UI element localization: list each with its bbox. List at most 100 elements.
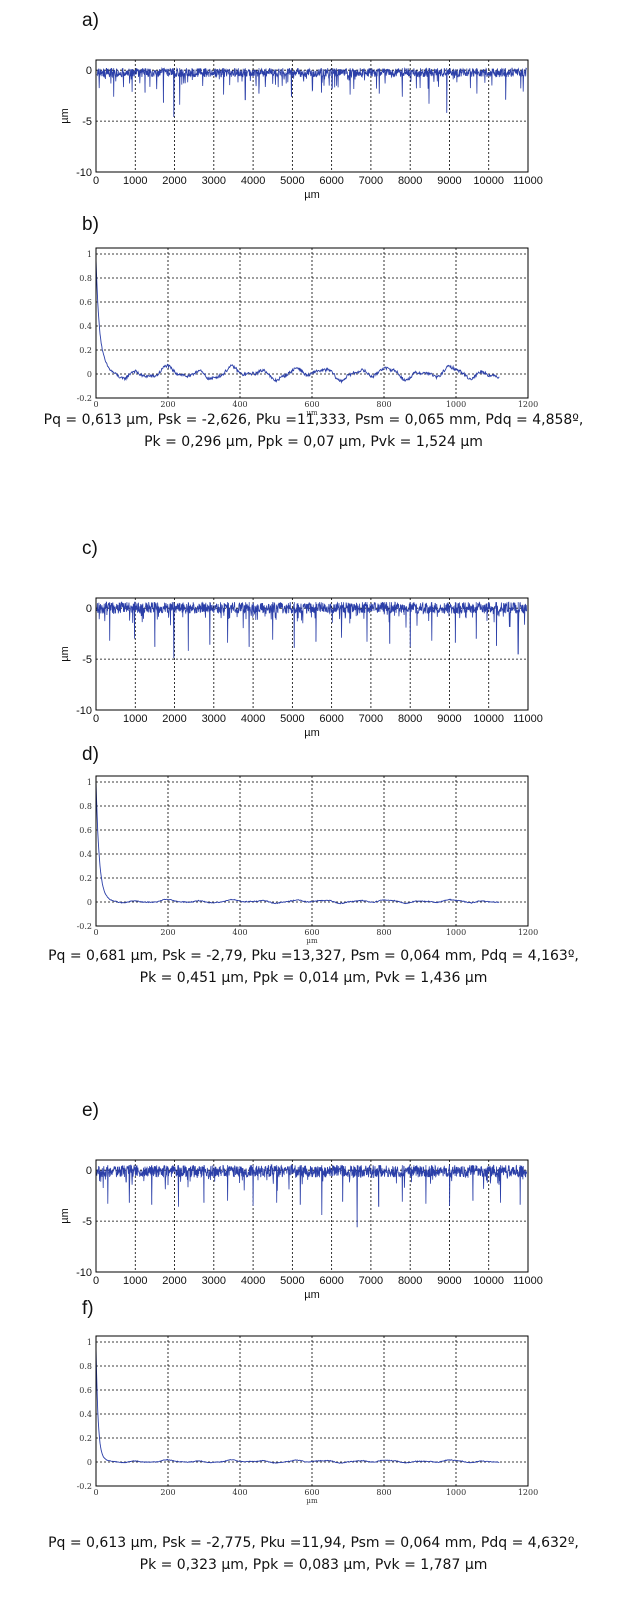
y-tick-label: 0.6 bbox=[79, 298, 92, 307]
x-tick-label: 7000 bbox=[359, 175, 383, 187]
x-tick-label: 2000 bbox=[162, 713, 186, 725]
chart-e: 0 1000 2000 3000 4000 5000 6000 7000 8000 9000 100… bbox=[59, 1159, 543, 1301]
x-tick-label: 1000 bbox=[446, 1488, 466, 1497]
x-tick-label: 7000 bbox=[359, 1275, 383, 1287]
x-tick-label: 0 bbox=[93, 400, 98, 409]
series-line bbox=[96, 67, 527, 118]
x-axis-label: µm bbox=[304, 189, 320, 201]
plot-frame bbox=[95, 775, 529, 927]
y-tick-label: 0.8 bbox=[79, 802, 92, 811]
x-tick-label: 1200 bbox=[518, 1488, 538, 1497]
params-line-3b: Pk = 0,323 µm, Ppk = 0,083 µm, Pvk = 1,7… bbox=[139, 1557, 488, 1573]
panel-e: e) 0 1000 2000 3000 4000 5000 6000 7000 8000 9000… bbox=[0, 1100, 627, 1320]
x-tick-label: 400 bbox=[232, 400, 247, 409]
y-axis-label: µm bbox=[59, 108, 71, 124]
x-tick-label: 1000 bbox=[446, 928, 466, 937]
x-tick-label: 11000 bbox=[513, 713, 543, 725]
params-block-3: Pq = 0,613 µm, Psk = -2,775, Pku =11,94,… bbox=[0, 1532, 627, 1576]
x-tick-label: 6000 bbox=[319, 175, 343, 187]
y-tick-label: 0.4 bbox=[79, 322, 92, 331]
chart-c: 0 1000 2000 3000 4000 5000 6000 7000 8000 9000 100… bbox=[59, 597, 543, 739]
x-tick-label: 1200 bbox=[518, 400, 538, 409]
y-tick-label: 0.8 bbox=[79, 1362, 92, 1371]
plot-frame-border bbox=[95, 247, 529, 399]
x-tick-label: 2000 bbox=[162, 1275, 186, 1287]
x-tick-label: 6000 bbox=[319, 713, 343, 725]
y-tick-label: 0 bbox=[87, 898, 92, 907]
y-tick-label: 0.2 bbox=[79, 874, 92, 883]
y-axis-label: µm bbox=[59, 1208, 71, 1224]
plot-frame-border bbox=[95, 597, 529, 711]
panel-b: b) 0 200 400 600 800 1000 1200 1 0.8 0.6 0.4 0.2 0 -0… bbox=[0, 210, 627, 425]
x-tick-label: 0 bbox=[93, 175, 99, 187]
x-tick-label: 8000 bbox=[398, 1275, 422, 1287]
x-tick-label: 5000 bbox=[280, 175, 304, 187]
x-tick-label: 10000 bbox=[473, 713, 504, 725]
chart-a: 0 1000 2000 3000 4000 5000 6000 7000 8000 9000 100… bbox=[59, 59, 543, 201]
x-tick-label: 5000 bbox=[280, 1275, 304, 1287]
x-axis-label: µm bbox=[306, 409, 318, 417]
plot-frame bbox=[95, 597, 529, 711]
x-tick-label: 800 bbox=[376, 1488, 391, 1497]
y-tick-label: -10 bbox=[76, 167, 92, 179]
y-tick-label: -10 bbox=[76, 705, 92, 717]
x-tick-label: 6000 bbox=[319, 1275, 343, 1287]
chart-d: 0 200 400 600 800 1000 120010.80.60.40.20-0.2µ… bbox=[77, 775, 538, 945]
y-tick-label: -5 bbox=[82, 1216, 92, 1228]
series-line bbox=[96, 601, 527, 659]
x-tick-label: 9000 bbox=[437, 175, 461, 187]
x-tick-label: 5000 bbox=[280, 713, 304, 725]
series-line bbox=[95, 1347, 500, 1464]
x-tick-label: 4000 bbox=[241, 713, 265, 725]
panel-c: c) 0 1000 2000 3000 4000 5000 6000 7000 8000 9000… bbox=[0, 538, 627, 758]
x-tick-label: 800 bbox=[376, 928, 391, 937]
x-tick-label: 1000 bbox=[446, 400, 466, 409]
x-tick-label: 11000 bbox=[513, 175, 543, 187]
x-tick-label: 8000 bbox=[398, 713, 422, 725]
x-tick-label: 1000 bbox=[123, 1275, 147, 1287]
plot-frame bbox=[95, 247, 529, 399]
x-tick-label: 200 bbox=[160, 928, 175, 937]
plot-frame bbox=[95, 1335, 529, 1487]
panel-f: f) 0 200 400 600 800 1000 1200 1 0.8 0.6 0.4 0.2 0 -0… bbox=[0, 1298, 627, 1513]
y-tick-label: 0.8 bbox=[79, 274, 92, 283]
x-tick-label: 0 bbox=[93, 1275, 99, 1287]
x-tick-label: 1000 bbox=[123, 175, 147, 187]
x-tick-label: 4000 bbox=[241, 1275, 265, 1287]
y-tick-label: 1 bbox=[87, 778, 92, 787]
y-tick-label: 0.4 bbox=[79, 850, 92, 859]
x-tick-label: 8000 bbox=[398, 175, 422, 187]
params-block-1: Pq = 0,613 µm, Psk = -2,626, Pku =11,333… bbox=[0, 409, 627, 453]
x-tick-label: 9000 bbox=[437, 1275, 461, 1287]
y-tick-label: 0 bbox=[87, 1458, 92, 1467]
y-tick-label: 0 bbox=[86, 65, 92, 77]
y-tick-label: -0.2 bbox=[77, 922, 92, 931]
x-axis-label: µm bbox=[306, 1497, 318, 1505]
x-tick-label: 2000 bbox=[162, 175, 186, 187]
params-line-3a: Pq = 0,613 µm, Psk = -2,775, Pku =11,94,… bbox=[48, 1535, 579, 1551]
x-axis-label: µm bbox=[304, 727, 320, 739]
x-tick-label: 7000 bbox=[359, 713, 383, 725]
x-tick-label: 11000 bbox=[513, 1275, 543, 1287]
y-tick-label: 0.2 bbox=[79, 1434, 92, 1443]
x-tick-label: 800 bbox=[376, 400, 391, 409]
plot-frame-border bbox=[95, 1335, 529, 1487]
plot-frame-border bbox=[95, 1159, 529, 1273]
series-line bbox=[96, 1163, 527, 1228]
chart-f: 0 200 400 600 800 1000 120010.80.60.40.20-0.2µ… bbox=[77, 1335, 538, 1505]
x-tick-label: 3000 bbox=[202, 175, 226, 187]
x-tick-label: 0 bbox=[93, 928, 98, 937]
params-block-2: Pq = 0,681 µm, Psk = -2,79, Pku =13,327,… bbox=[0, 945, 627, 989]
y-tick-label: 0.6 bbox=[79, 826, 92, 835]
x-axis-label: µm bbox=[306, 937, 318, 945]
panel-label-e: e) bbox=[82, 1100, 99, 1121]
y-tick-label: -5 bbox=[82, 116, 92, 128]
x-tick-label: 0 bbox=[93, 1488, 98, 1497]
x-tick-label: 600 bbox=[304, 400, 319, 409]
y-tick-label: -0.2 bbox=[77, 1482, 92, 1491]
panel-a: a) 0 1000 2000 3000 4000 5000 6000 7000 8000 9000… bbox=[0, 0, 627, 220]
panel-label-b: b) bbox=[82, 214, 99, 235]
chart-b: 0 200 400 600 800 1000 120010.80.60.40.20-0.2µ… bbox=[77, 247, 538, 417]
x-tick-label: 600 bbox=[304, 1488, 319, 1497]
x-tick-label: 1200 bbox=[518, 928, 538, 937]
